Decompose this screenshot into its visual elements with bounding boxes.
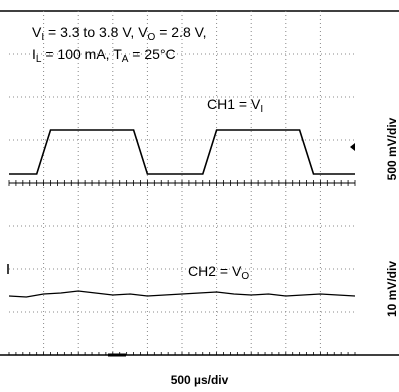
ch2-label: CH2 = VO	[188, 263, 250, 282]
ch1-label: CH1 = VI	[207, 96, 264, 115]
ch1-ground-marker	[350, 143, 355, 151]
scope-traces	[8, 129, 356, 298]
ch2-vertical-scale: 10 mV/div	[385, 260, 399, 318]
ch1-vertical-scale: 500 mV/div	[385, 117, 399, 181]
series-line-ch2	[8, 290, 356, 298]
horizontal-scale: 500 µs/div	[170, 373, 229, 387]
conditions-line-1: VI = 3.3 to 3.8 V, VO = 2.8 V,	[32, 24, 207, 43]
conditions-line-2: IL = 100 mA, TA = 25°C	[32, 46, 176, 65]
scope-grid	[0, 10, 399, 357]
series-line-ch1	[9, 129, 355, 175]
